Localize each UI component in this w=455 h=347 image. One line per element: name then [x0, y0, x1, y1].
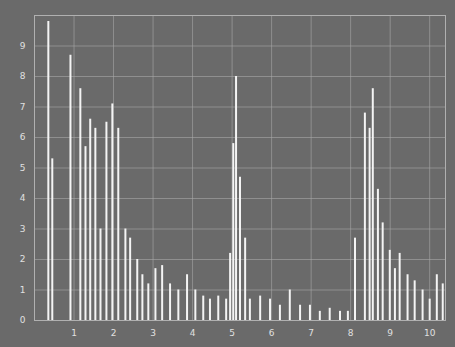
svg-text:8: 8	[20, 71, 26, 81]
svg-text:7: 7	[308, 328, 314, 338]
svg-text:6: 6	[269, 328, 275, 338]
svg-text:4: 4	[190, 328, 196, 338]
svg-text:5: 5	[229, 328, 235, 338]
svg-text:5: 5	[20, 163, 26, 173]
svg-text:2: 2	[20, 254, 26, 264]
svg-text:4: 4	[20, 193, 26, 203]
svg-text:1: 1	[71, 328, 77, 338]
svg-text:1: 1	[20, 285, 26, 295]
svg-text:10: 10	[424, 328, 436, 338]
svg-text:9: 9	[20, 41, 26, 51]
svg-text:3: 3	[20, 224, 26, 234]
svg-text:6: 6	[20, 132, 26, 142]
svg-text:9: 9	[387, 328, 393, 338]
svg-text:7: 7	[20, 102, 26, 112]
svg-text:3: 3	[150, 328, 156, 338]
svg-text:8: 8	[348, 328, 354, 338]
svg-text:0: 0	[20, 315, 26, 325]
svg-text:2: 2	[111, 328, 117, 338]
